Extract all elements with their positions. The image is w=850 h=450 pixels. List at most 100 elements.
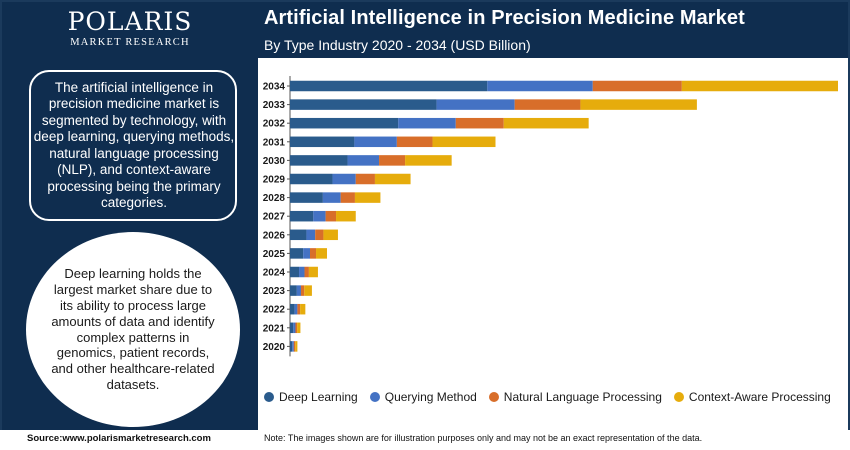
y-tick-label: 2020	[263, 342, 286, 353]
y-tick-label: 2033	[263, 100, 286, 111]
legend-label: Deep Learning	[279, 390, 358, 404]
legend-swatch	[369, 392, 380, 402]
legend-label: Context-Aware Processing	[688, 390, 831, 404]
bar-segment-context-aware-processing	[336, 210, 356, 222]
bar-segment-deep-learning	[290, 117, 399, 129]
legend-item: Natural Language Processing	[488, 390, 662, 404]
bar-segment-deep-learning	[290, 229, 307, 241]
y-tick-label: 2025	[263, 249, 286, 260]
info-text: The artificial intelligence in precision…	[33, 79, 235, 211]
bar-segment-context-aware-processing	[316, 248, 327, 259]
chart-header: Artificial Intelligence in Precision Med…	[258, 2, 848, 58]
bar-segment-deep-learning	[290, 322, 294, 334]
bar-segment-querying-method	[487, 80, 593, 92]
bar-segment-querying-method	[354, 136, 397, 148]
bar-segment-querying-method	[303, 248, 311, 259]
y-tick-label: 2029	[263, 175, 286, 186]
y-tick-label: 2034	[263, 82, 286, 93]
bar-segment-querying-method	[322, 192, 341, 203]
bar-segment-deep-learning	[290, 266, 300, 278]
bar-segment-context-aware-processing	[432, 136, 496, 148]
legend-swatch	[264, 392, 274, 402]
y-tick-label: 2023	[263, 286, 286, 297]
bar-segment-deep-learning	[290, 303, 295, 315]
bar-segment-context-aware-processing	[374, 173, 411, 185]
y-tick-label: 2028	[263, 193, 286, 204]
bar-segment-natural-language-processing	[396, 136, 433, 148]
bar-segment-context-aware-processing	[304, 285, 312, 296]
bar-segment-querying-method	[332, 173, 356, 185]
bar-segment-context-aware-processing	[405, 155, 452, 166]
legend-item: Querying Method	[369, 390, 477, 404]
bar-segment-querying-method	[398, 117, 456, 129]
highlight-circle: Deep learning holds the largest market s…	[26, 232, 240, 427]
source-text: Source:www.polarismarketresearch.com	[27, 433, 211, 444]
y-tick-label: 2027	[263, 212, 286, 223]
brand-name: POLARIS	[67, 7, 193, 36]
bar-segment-deep-learning	[290, 80, 488, 92]
bar-segment-context-aware-processing	[580, 99, 697, 110]
y-tick-label: 2021	[263, 323, 286, 334]
bar-segment-deep-learning	[290, 99, 437, 110]
bar-segment-querying-method	[293, 322, 296, 334]
bar-segment-querying-method	[313, 210, 326, 222]
bar-segment-deep-learning	[290, 136, 355, 148]
info-box: The artificial intelligence in precision…	[29, 70, 237, 221]
bar-segment-natural-language-processing	[315, 229, 324, 241]
bar-segment-deep-learning	[290, 173, 333, 185]
bar-segment-natural-language-processing	[592, 80, 682, 92]
y-tick-label: 2022	[263, 305, 286, 316]
bar-segment-natural-language-processing	[325, 210, 337, 222]
legend-label: Querying Method	[384, 390, 477, 404]
chart-subtitle: By Type Industry 2020 - 2034 (USD Billio…	[264, 37, 531, 53]
bar-segment-natural-language-processing	[355, 173, 375, 185]
bar-segment-natural-language-processing	[514, 99, 581, 110]
bar-segment-natural-language-processing	[455, 117, 504, 129]
highlight-text: Deep learning holds the largest market s…	[51, 266, 215, 392]
bar-segment-deep-learning	[290, 210, 314, 222]
bar-segment-natural-language-processing	[295, 322, 298, 334]
legend-swatch	[673, 392, 684, 402]
bar-segment-natural-language-processing	[300, 285, 305, 296]
bar-segment-querying-method	[299, 266, 305, 278]
y-tick-label: 2031	[263, 137, 286, 148]
y-tick-label: 2032	[263, 119, 286, 130]
bar-segment-context-aware-processing	[503, 117, 589, 129]
bar-segment-natural-language-processing	[304, 266, 309, 278]
bar-segment-natural-language-processing	[310, 248, 317, 259]
chart-title: Artificial Intelligence in Precision Med…	[264, 7, 745, 29]
y-tick-label: 2026	[263, 230, 286, 241]
legend-item: Deep Learning	[264, 390, 358, 404]
brand-logo: POLARIS MARKET RESEARCH	[2, 8, 258, 49]
bar-segment-querying-method	[347, 155, 380, 166]
bar-segment-context-aware-processing	[681, 80, 838, 92]
stacked-bar-chart: 2034 2033 2032 2031 2030 2029 2028 2027 2026 2025…	[263, 76, 838, 357]
bar-segment-deep-learning	[290, 285, 297, 296]
legend-item: Context-Aware Processing	[673, 390, 831, 404]
bar-segment-context-aware-processing	[295, 341, 298, 352]
bar-segment-context-aware-processing	[323, 229, 338, 241]
bar-segment-querying-method	[296, 285, 301, 296]
y-tick-label: 2024	[263, 268, 286, 279]
bar-segment-querying-method	[292, 341, 294, 352]
legend-label: Natural Language Processing	[503, 390, 662, 404]
brand-subtitle: MARKET RESEARCH	[70, 37, 190, 48]
bar-segment-context-aware-processing	[354, 192, 381, 203]
bar-segment-natural-language-processing	[340, 192, 355, 203]
bar-segment-context-aware-processing	[308, 266, 318, 278]
bar-segment-context-aware-processing	[297, 322, 301, 334]
bar-segment-deep-learning	[290, 341, 293, 352]
bar-segment-deep-learning	[290, 248, 304, 259]
y-tick-label: 2030	[263, 156, 286, 167]
bar-segment-querying-method	[306, 229, 316, 241]
bar-segment-natural-language-processing	[293, 341, 296, 352]
footer	[0, 430, 850, 450]
bar-segment-querying-method	[436, 99, 515, 110]
bar-segment-querying-method	[294, 303, 298, 315]
bar-segment-deep-learning	[290, 155, 348, 166]
bar-segment-deep-learning	[290, 192, 323, 203]
chart-legend: Deep Learning Querying Method Natural Lang…	[264, 390, 843, 404]
bar-segment-context-aware-processing	[300, 303, 306, 315]
left-panel: POLARIS MARKET RESEARCH The artificial i…	[2, 2, 258, 430]
legend-swatch	[488, 392, 499, 402]
